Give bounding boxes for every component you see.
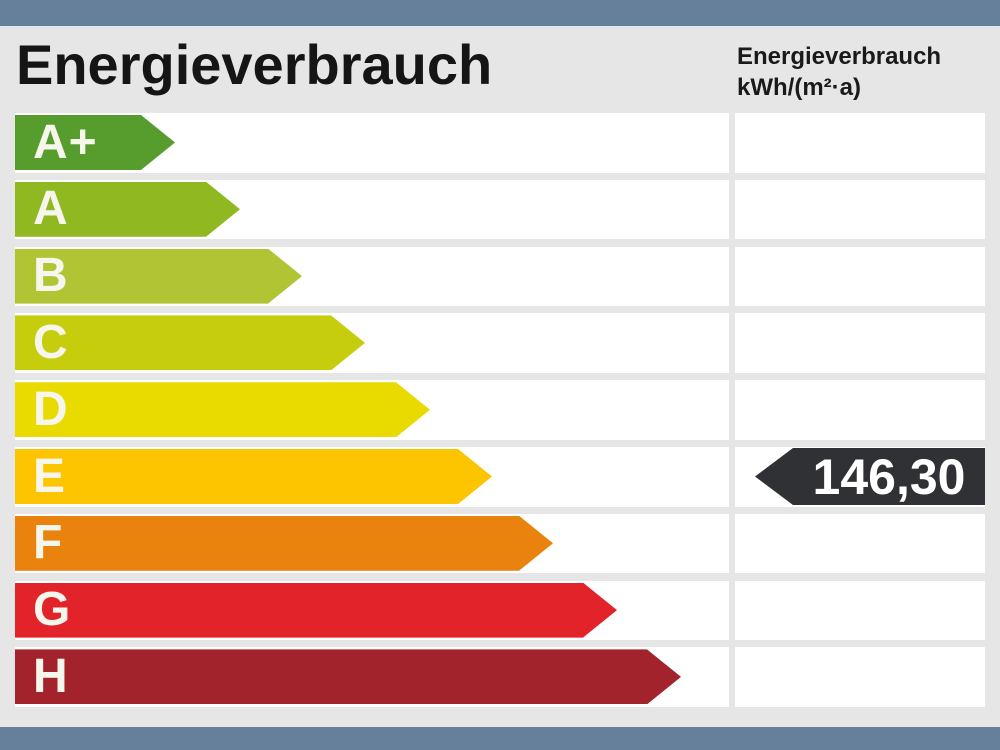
class-bar-track: F bbox=[15, 513, 729, 574]
class-letter: A+ bbox=[33, 115, 98, 169]
consumption-value-indicator: 146,30 bbox=[755, 448, 985, 505]
class-arrow: D bbox=[15, 382, 430, 437]
value-cell bbox=[735, 380, 985, 440]
value-cell: 146,30 bbox=[735, 447, 985, 507]
class-letter: A bbox=[33, 182, 69, 236]
energy-class-row: D bbox=[0, 380, 1000, 440]
top-border-bar bbox=[0, 0, 1000, 28]
class-arrow: F bbox=[15, 516, 553, 571]
class-letter: F bbox=[33, 516, 64, 570]
energy-class-row: A+ bbox=[0, 113, 1000, 173]
energy-class-row: C bbox=[0, 313, 1000, 373]
value-cell bbox=[735, 513, 985, 574]
page-title: Energieverbrauch bbox=[16, 33, 493, 96]
class-bar-track: H bbox=[15, 647, 729, 707]
energy-class-row: H bbox=[0, 647, 1000, 707]
value-cell bbox=[735, 580, 985, 641]
value-cell bbox=[735, 313, 985, 373]
class-letter: E bbox=[33, 449, 67, 503]
energy-class-row: E 146,30 bbox=[0, 447, 1000, 507]
class-bar-track: C bbox=[15, 313, 729, 373]
energy-class-row: G bbox=[0, 580, 1000, 641]
value-column-header-line2: kWh/(m²·a) bbox=[737, 74, 861, 101]
class-bar-track: B bbox=[15, 246, 729, 307]
class-arrow: H bbox=[15, 649, 681, 704]
class-bar-track: E bbox=[15, 447, 729, 507]
class-bar-track: A+ bbox=[15, 113, 729, 173]
value-cell bbox=[735, 113, 985, 173]
class-bar-track: G bbox=[15, 580, 729, 641]
class-arrow: A+ bbox=[15, 115, 175, 170]
consumption-value: 146,30 bbox=[812, 448, 966, 505]
energy-class-row: A bbox=[0, 179, 1000, 240]
energy-class-row: B bbox=[0, 246, 1000, 307]
class-arrow: A bbox=[15, 182, 240, 237]
class-bar-track: D bbox=[15, 380, 729, 440]
class-letter: C bbox=[33, 315, 69, 369]
class-arrow: G bbox=[15, 583, 617, 638]
class-bar-track: A bbox=[15, 179, 729, 240]
value-cell bbox=[735, 647, 985, 707]
bottom-border-bar bbox=[0, 727, 1000, 750]
class-letter: D bbox=[33, 382, 69, 436]
energy-class-row: F bbox=[0, 513, 1000, 574]
class-letter: H bbox=[33, 649, 69, 703]
value-column-header-line1: Energieverbrauch bbox=[737, 43, 942, 70]
class-arrow: C bbox=[15, 315, 365, 370]
class-arrow: B bbox=[15, 249, 302, 304]
class-letter: B bbox=[33, 249, 69, 303]
class-arrow: E bbox=[15, 449, 492, 504]
class-letter: G bbox=[33, 583, 72, 637]
value-column-header: Energieverbrauch kWh/(m²·a) bbox=[737, 41, 941, 103]
value-cell bbox=[735, 246, 985, 307]
value-cell bbox=[735, 179, 985, 240]
